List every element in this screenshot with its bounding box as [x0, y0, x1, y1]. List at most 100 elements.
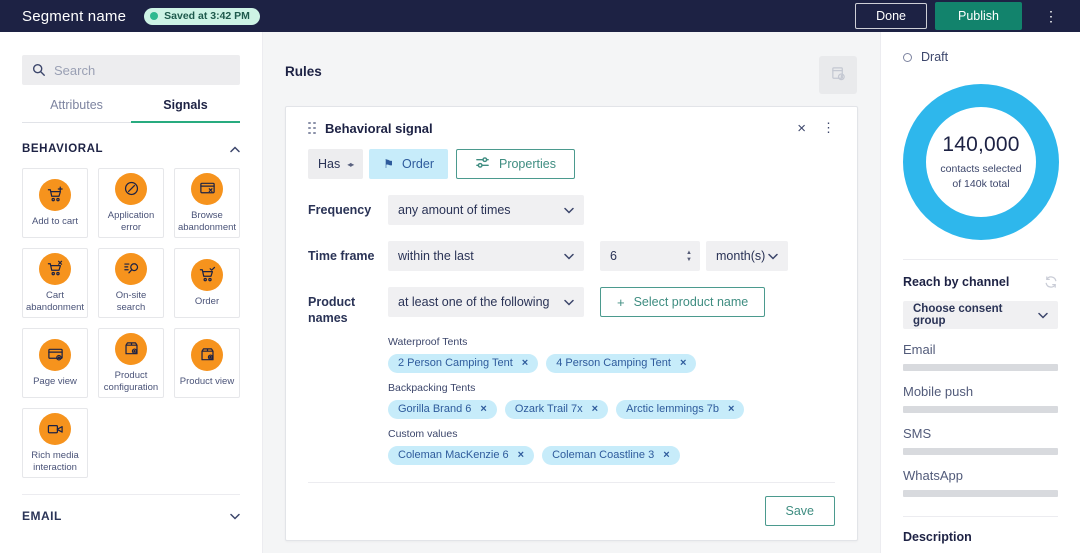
toggle-arrows-icon: ◂▸: [347, 159, 354, 169]
chip-group: Backpacking Tents Gorilla Brand 6 × Ozar…: [388, 382, 835, 419]
signal-card-label: Rich media interaction: [31, 449, 79, 473]
timeframe-amount-input[interactable]: [610, 249, 670, 263]
contacts-donut-chart: 140,000 contacts selected of 140k total: [903, 84, 1059, 240]
preview-button[interactable]: [819, 56, 857, 94]
signal-card-application-error[interactable]: Application error: [98, 168, 164, 238]
search-lines-icon: [115, 252, 147, 285]
stepper-down-icon[interactable]: ▼: [686, 256, 692, 263]
status-row: Draft: [903, 50, 1058, 64]
channel-label: SMS: [903, 426, 932, 441]
signal-card-rich-media-interaction[interactable]: Rich media interaction: [22, 408, 88, 478]
chevron-down-icon: [768, 253, 778, 260]
channel-progress-bar: [903, 490, 1058, 497]
search-box[interactable]: [22, 55, 240, 85]
reach-by-channel-title: Reach by channel: [903, 275, 1010, 289]
chip-group-label: Waterproof Tents: [388, 335, 468, 348]
select-product-name-button[interactable]: + Select product name: [600, 287, 766, 317]
cart-x-icon: [39, 252, 71, 285]
chip-remove-icon[interactable]: ×: [679, 357, 687, 369]
sidebar-divider: [22, 494, 240, 495]
chip-group-label: Custom values: [388, 427, 458, 440]
timeframe-unit-select[interactable]: month(s): [706, 241, 788, 271]
number-stepper[interactable]: ▲ ▼: [686, 250, 692, 263]
channel-row-sms: SMS: [903, 426, 1058, 455]
chip-groups: Waterproof Tents 2 Person Camping Tent ×…: [388, 336, 835, 465]
timeframe-amount-field[interactable]: ▲▼: [600, 241, 700, 271]
chevron-down-icon: [564, 207, 574, 214]
chip-remove-icon[interactable]: ×: [517, 449, 525, 461]
behavioral-signal-card: Behavioral signal × ⋮ Has ◂▸ ⚑ Order: [285, 106, 858, 541]
signal-card-label: Product view: [179, 375, 235, 387]
flag-icon: ⚑: [383, 157, 395, 171]
signal-card-cart-abandonment[interactable]: Cart abandonment: [22, 248, 88, 318]
layout: Attributes Signals BEHAVIORAL Add to car…: [0, 32, 1080, 553]
chip-remove-icon[interactable]: ×: [521, 357, 529, 369]
chevron-down-icon: [230, 513, 240, 520]
product-chip-label: Coleman MacKenzie 6: [398, 449, 509, 461]
refresh-icon[interactable]: [1044, 275, 1058, 289]
tab-signals[interactable]: Signals: [131, 98, 240, 123]
channel-label: Email: [903, 342, 936, 357]
frequency-value: any amount of times: [398, 203, 511, 217]
product-chip: Coleman Coastline 3 ×: [542, 445, 680, 465]
chip-remove-icon[interactable]: ×: [591, 403, 599, 415]
rules-area: Rules Behavioral signal × ⋮ Has ◂▸: [262, 32, 880, 553]
rule-kebab-icon[interactable]: ⋮: [822, 120, 835, 135]
panel-divider: [903, 259, 1058, 260]
product-names-operator-select[interactable]: at least one of the following: [388, 287, 584, 317]
timeframe-operator-select[interactable]: within the last: [388, 241, 584, 271]
drag-handle-icon[interactable]: [308, 121, 316, 135]
signal-card-on-site-search[interactable]: On-site search: [98, 248, 164, 318]
box-gear-icon: [115, 332, 147, 365]
signal-card-page-view[interactable]: Page view: [22, 328, 88, 398]
search-icon: [32, 63, 46, 77]
product-chip-label: Arctic lemmings 7b: [626, 403, 720, 415]
properties-button[interactable]: Properties: [455, 149, 575, 179]
publish-button[interactable]: Publish: [935, 2, 1022, 30]
product-chip: 4 Person Camping Tent ×: [546, 353, 697, 373]
channel-label: WhatsApp: [903, 468, 963, 483]
signal-card-label: Product configuration: [103, 369, 159, 393]
contacts-count: 140,000: [942, 133, 1020, 157]
product-chip: Ozark Trail 7x ×: [504, 399, 609, 419]
cart-plus-icon: [39, 178, 71, 211]
has-toggle[interactable]: Has ◂▸: [308, 149, 364, 179]
sliders-icon: [475, 155, 490, 173]
signal-type-chip[interactable]: ⚑ Order: [369, 149, 448, 179]
stepper-up-icon[interactable]: ▲: [686, 249, 692, 256]
signal-card-label: Cart abandonment: [25, 289, 85, 313]
tab-attributes[interactable]: Attributes: [22, 98, 131, 123]
sidebar-section-behavioral[interactable]: BEHAVIORAL: [22, 143, 240, 155]
signal-card-order[interactable]: Order: [174, 248, 240, 318]
product-chip-label: Ozark Trail 7x: [514, 403, 583, 415]
chip-group-label: Backpacking Tents: [388, 381, 476, 394]
topbar-kebab-icon[interactable]: ⋮: [1044, 7, 1058, 24]
chip-remove-icon[interactable]: ×: [728, 403, 735, 415]
close-rule-icon[interactable]: ×: [797, 119, 806, 137]
search-input[interactable]: [54, 62, 230, 78]
signal-card-label: Browse abandonment: [177, 209, 237, 233]
channel-progress-bar: [903, 364, 1058, 371]
signal-card-product-view[interactable]: Product view: [174, 328, 240, 398]
product-chip: Coleman MacKenzie 6 ×: [388, 445, 535, 465]
frequency-select[interactable]: any amount of times: [388, 195, 584, 225]
channel-label: Mobile push: [903, 384, 974, 399]
save-button[interactable]: Save: [764, 495, 835, 526]
chip-remove-icon[interactable]: ×: [663, 449, 670, 461]
chevron-up-icon: [230, 145, 240, 153]
chip-remove-icon[interactable]: ×: [480, 403, 487, 415]
signal-type-label: Order: [402, 157, 434, 171]
signal-card-browse-abandonment[interactable]: Browse abandonment: [174, 168, 240, 238]
description-title: Description: [903, 530, 972, 544]
signal-card-add-to-cart[interactable]: Add to cart: [22, 168, 88, 238]
product-chip: 2 Person Camping Tent ×: [388, 353, 539, 373]
box-eye-icon: [191, 338, 223, 371]
consent-group-select[interactable]: Choose consent group: [903, 301, 1058, 329]
done-button[interactable]: Done: [855, 3, 927, 29]
product-chip: Arctic lemmings 7b ×: [616, 399, 745, 419]
saved-dot-icon: [150, 12, 159, 20]
signal-card-product-configuration[interactable]: Product configuration: [98, 328, 164, 398]
saved-badge: Saved at 3:42 PM: [144, 7, 260, 25]
cart-check-icon: [191, 258, 223, 291]
sidebar-section-email[interactable]: EMAIL: [22, 495, 240, 537]
